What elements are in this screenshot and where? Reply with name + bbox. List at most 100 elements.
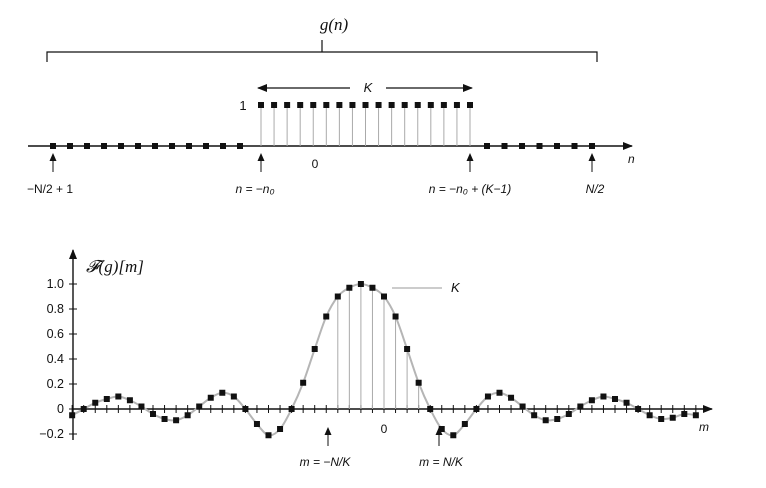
spectrum-point — [450, 432, 457, 439]
spectrum-point — [484, 393, 491, 400]
amplitude-label: 1 — [239, 98, 246, 113]
spectrum-point — [577, 403, 584, 410]
spectrum-point — [161, 416, 168, 422]
y-ticks: 1.0 0.8 0.6 0.4 0.2 0 −0.2 — [39, 277, 77, 441]
pulse-sample — [323, 102, 330, 108]
spectrum-point — [681, 411, 688, 417]
zero-sample — [589, 143, 595, 149]
marker-pos-zero-label: m = N/K — [419, 455, 464, 469]
spectrum-point — [669, 414, 676, 421]
spectrum-point — [612, 396, 618, 402]
pulse-sample — [401, 102, 408, 108]
pulse-sample — [362, 102, 369, 108]
zero-sample — [118, 143, 124, 149]
zero-sample — [84, 143, 90, 149]
spectrum-point — [357, 281, 364, 287]
pulse-sample — [453, 102, 460, 108]
spectrum-point — [404, 346, 411, 352]
pulse-sample — [467, 102, 473, 108]
y-tick-label: 1.0 — [47, 277, 64, 291]
spectrum-point — [253, 421, 260, 427]
bottom-panel: 𝓕(g)[m] m 0 1.0 0.8 0.6 0.4 0.2 0 −0.2 K m = −… — [39, 249, 713, 469]
spectrum-point — [126, 397, 133, 404]
y-tick-label: 0.6 — [47, 327, 64, 341]
spectrum-point — [519, 403, 526, 410]
pulse-sample — [336, 102, 343, 108]
spectrum-point — [138, 403, 145, 410]
span-bracket — [46, 51, 598, 62]
pulse-sample — [440, 102, 447, 108]
marker-neg-zero-label: m = −N/K — [300, 455, 352, 469]
spectrum — [69, 281, 699, 439]
zero-sample — [203, 143, 209, 149]
pulse-sample — [349, 102, 356, 108]
spectrum-point — [219, 389, 226, 396]
marker-pulse-end-label: n = −n₀ + (K−1) — [429, 182, 511, 196]
zero-sample — [519, 143, 525, 149]
pulse-sample — [310, 102, 317, 108]
zero-sample — [484, 143, 490, 149]
spectrum-point — [381, 293, 387, 300]
function-label-F: 𝓕(g)[m] — [86, 257, 144, 276]
marker-pulse-start-label: n = −n₀ — [235, 182, 274, 196]
pulse-sample — [388, 102, 395, 108]
spectrum-point — [265, 432, 272, 439]
spectrum-point — [438, 426, 445, 432]
function-label-g: g(n) — [320, 15, 349, 34]
spectrum-point — [242, 406, 249, 412]
zero-sample — [220, 143, 226, 149]
spectrum-point — [588, 397, 595, 404]
spectrum-point — [346, 284, 353, 291]
pulse-sample — [271, 102, 278, 108]
y-tick-label: 0 — [57, 402, 64, 416]
spectrum-point — [531, 412, 538, 419]
top-panel: g(n) K 1 n 0 −N/2 + 1 n = −n₀ n = −n₀ + … — [27, 15, 635, 196]
origin-label-top: 0 — [312, 157, 319, 171]
spectrum-point — [230, 393, 237, 400]
spectrum-point — [173, 417, 180, 424]
spectrum-point — [92, 399, 99, 406]
spectrum-point — [184, 412, 191, 419]
width-label: K — [364, 80, 374, 95]
spectrum-point — [646, 412, 653, 419]
spectrum-point — [334, 293, 341, 300]
spectrum-point — [554, 416, 561, 422]
spectrum-point — [415, 379, 422, 386]
zero-sample — [135, 143, 141, 149]
zero-sample — [237, 143, 243, 149]
marker-right-end-label: N/2 — [586, 182, 605, 196]
spectrum-point — [207, 394, 214, 401]
spectrum-point — [600, 393, 607, 400]
marker-left-end-label: −N/2 + 1 — [27, 182, 73, 196]
y-tick-label: −0.2 — [39, 427, 64, 441]
pulse-sample — [414, 102, 421, 108]
y-tick-label: 0.4 — [47, 352, 64, 366]
spectrum-point — [565, 411, 572, 417]
spectrum-point — [369, 284, 376, 291]
spectrum-point — [427, 406, 434, 412]
pulse-sample — [427, 102, 434, 108]
zero-sample — [101, 143, 107, 149]
spectrum-point — [635, 406, 642, 412]
spectrum-point — [692, 412, 699, 419]
zero-sample — [571, 143, 578, 149]
zero-sample — [536, 143, 543, 149]
spectrum-point — [150, 411, 156, 417]
spectrum-point — [623, 399, 630, 406]
zero-sample — [67, 143, 73, 149]
spectrum-point — [103, 396, 110, 402]
spectrum-point — [323, 313, 330, 320]
zero-sample — [554, 143, 560, 149]
spectrum-point — [473, 406, 480, 412]
pulse-sample — [375, 102, 382, 108]
zero-sample — [169, 143, 175, 149]
pulse-sample — [258, 102, 264, 108]
zero-sample — [50, 143, 56, 149]
origin-label-bottom: 0 — [381, 422, 388, 436]
spectrum-point — [311, 346, 318, 352]
spectrum-point — [196, 403, 203, 410]
spectrum-point — [80, 406, 87, 412]
n-axis-label: n — [628, 152, 635, 166]
spectrum-point — [288, 406, 295, 412]
